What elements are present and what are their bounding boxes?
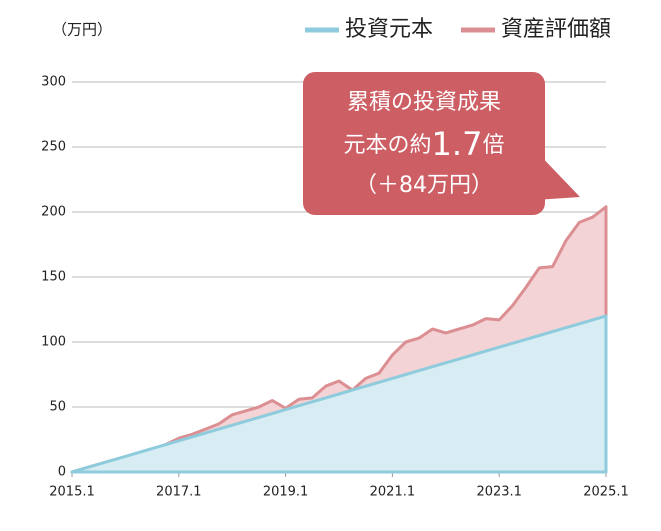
y-tick-label: 50 <box>49 400 66 415</box>
callout-text: 倍 <box>482 133 504 158</box>
callout-text: 元本の約 <box>344 133 432 158</box>
y-tick-label: 0 <box>58 465 66 480</box>
legend-label: 投資元本 <box>345 17 433 42</box>
unit-label: （万円） <box>52 21 112 39</box>
callout-line: 累積の投資成果 <box>347 90 501 115</box>
legend-label: 資産評価額 <box>501 17 611 42</box>
callout-pointer <box>535 150 580 200</box>
x-tick-label: 2021.1 <box>370 485 416 500</box>
callout-box <box>303 72 545 215</box>
x-tick-label: 2025.1 <box>583 485 629 500</box>
callout-number: 1.7 <box>432 125 483 163</box>
x-tick-label: 2019.1 <box>263 485 309 500</box>
callout-line: （＋84万円） <box>355 173 493 198</box>
legend: 投資元本 資産評価額 <box>305 17 611 42</box>
y-tick-label: 100 <box>41 335 66 350</box>
x-tick-label: 2023.1 <box>476 485 522 500</box>
y-tick-label: 200 <box>41 205 66 220</box>
y-tick-label: 300 <box>41 75 66 90</box>
plot-area: 0 50 100 150 200 250 300 2015.1 2017.1 2019.1 2021… <box>41 75 629 500</box>
x-tick-label: 2015.1 <box>49 485 95 500</box>
y-tick-label: 250 <box>41 140 66 155</box>
callout: 累積の投資成果 元本の約1.7倍 （＋84万円） <box>303 72 580 215</box>
y-tick-label: 150 <box>41 270 66 285</box>
area <box>70 314 608 474</box>
x-tick-label: 2017.1 <box>156 485 202 500</box>
callout-line: 元本の約1.7倍 <box>344 125 505 163</box>
